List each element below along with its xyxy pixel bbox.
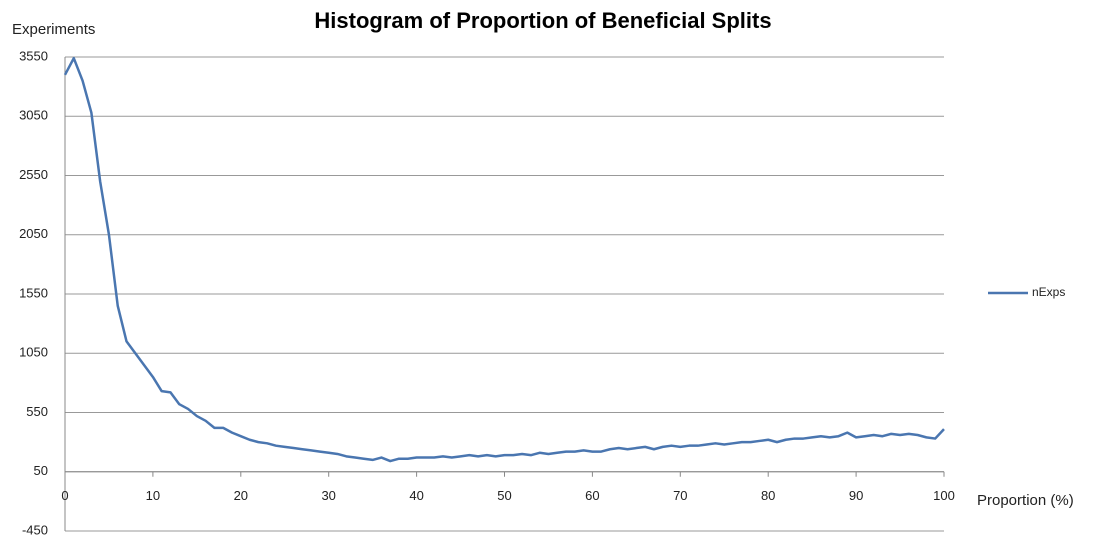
x-tick-label: 50 [497, 488, 511, 503]
x-tick-label: 20 [234, 488, 248, 503]
x-tick-label: 100 [933, 488, 955, 503]
y-tick-label: 3050 [19, 108, 48, 123]
y-tick-label: -450 [22, 522, 48, 537]
x-tick-label: 0 [61, 488, 68, 503]
x-tick-label: 60 [585, 488, 599, 503]
y-tick-label: 2050 [19, 226, 48, 241]
x-tick-label: 40 [409, 488, 423, 503]
y-tick-label: 1050 [19, 345, 48, 360]
x-tick-label: 70 [673, 488, 687, 503]
y-tick-label: 550 [26, 404, 48, 419]
y-tick-label: 3550 [19, 48, 48, 63]
legend-label: nExps [1032, 285, 1065, 299]
y-axis-label: Experiments [12, 21, 95, 38]
x-axis-label: Proportion (%) [977, 492, 1074, 509]
y-tick-label: 50 [34, 463, 48, 478]
y-tick-label: 2550 [19, 167, 48, 182]
y-tick-label: 1550 [19, 285, 48, 300]
x-tick-label: 90 [849, 488, 863, 503]
chart-title: Histogram of Proportion of Beneficial Sp… [314, 8, 771, 33]
x-tick-label: 30 [321, 488, 335, 503]
data-line [63, 56, 945, 463]
x-tick-label: 10 [146, 488, 160, 503]
x-tick-label: 80 [761, 488, 775, 503]
